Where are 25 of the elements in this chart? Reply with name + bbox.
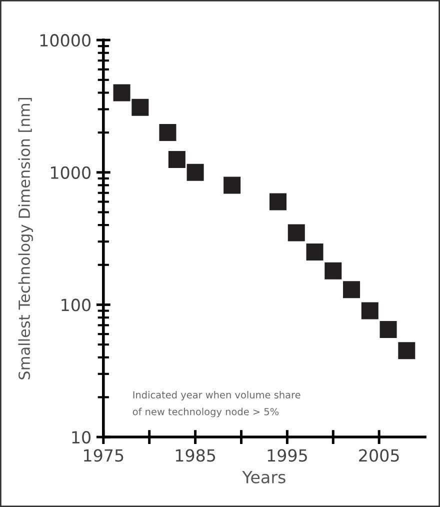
x-tick-label: 1995 [268,449,307,462]
x-tick-label: 1975 [84,449,124,462]
point [288,224,305,242]
x-axis-title: Years [242,471,286,484]
point [159,124,176,142]
y-tick-label: 1000 [51,166,90,179]
annotation: Indicated year when volume share of new technology node > 5% [132,390,300,418]
x-tick-label: 1985 [176,449,216,462]
point [224,176,241,194]
y-axis-title: Smallest Technology Dimension [nm] [18,98,34,380]
point [270,193,287,210]
point [113,84,130,102]
y-tick-label: 10 [72,430,90,444]
point [361,302,378,320]
point [324,262,342,280]
y-tick-label: 10000 [40,34,90,47]
point [380,320,397,338]
point [343,281,360,298]
x-tick-label: 2005 [359,449,399,462]
point [186,164,204,181]
point [398,342,416,360]
y-tick-label: 100 [62,298,90,312]
point [132,98,149,116]
point [168,151,186,168]
point [306,244,324,261]
